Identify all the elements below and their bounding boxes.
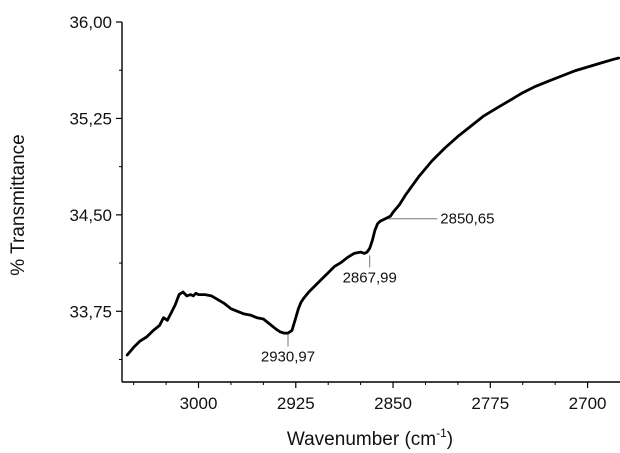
y-tick-label: 34,50 [69,206,112,225]
x-tick-label: 2850 [374,394,412,413]
y-tick-label: 35,25 [69,109,112,128]
peak-annotations: 2930,97 2867,99 2850,65 [261,211,495,366]
x-tick-label: 3000 [180,394,218,413]
x-axis-title: Wavenumber (cm-1) [287,426,453,450]
annotation-label: 2930,97 [261,349,315,366]
x-tick-label: 2925 [277,394,315,413]
x-tick-label: 2700 [569,394,607,413]
annotation-label: 2867,99 [343,269,397,286]
y-tick-label: 33,75 [69,302,112,321]
x-axis-title-main: Wavenumber (cm [287,429,436,450]
x-axis-title-close: ) [447,429,453,450]
plot-frame [121,22,620,383]
y-axis-title: % Transmittance [8,134,29,276]
y-tick-label: 36,00 [69,13,112,32]
series-layer [125,56,620,357]
annotation-label: 2850,65 [440,211,494,228]
axis-ticks: 3000 2925 2850 2775 2700 33,75 34,50 35,25 36,00 [69,13,606,413]
x-tick-label: 2775 [471,394,509,413]
x-axis-title-superscript: -1 [436,426,447,440]
spectrum-line [125,56,620,357]
